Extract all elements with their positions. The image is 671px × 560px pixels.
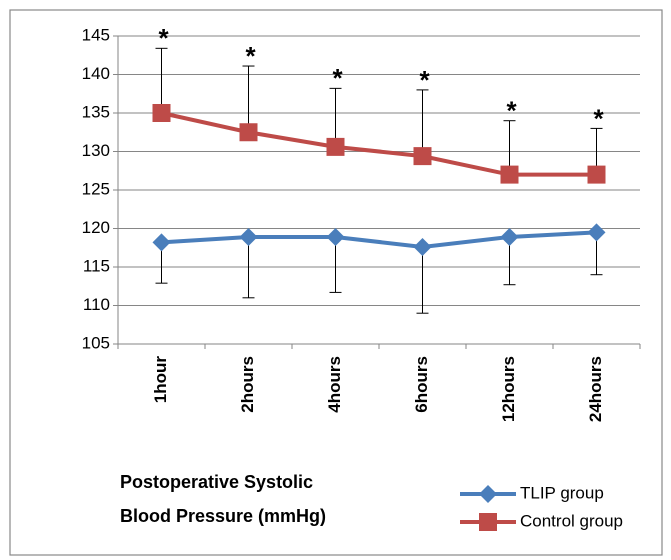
data-point (413, 147, 432, 166)
error-bar (329, 87, 342, 147)
series-line (161, 230, 597, 249)
y-tick-label: 140 (82, 64, 110, 83)
significance-mark: * (593, 103, 604, 133)
data-point (413, 237, 432, 256)
y-tick-label: 110 (83, 295, 110, 314)
significance-mark: * (419, 65, 430, 95)
data-point (500, 165, 519, 184)
y-tick-label: 145 (82, 25, 110, 44)
error-bar (242, 65, 255, 133)
error-bar (416, 246, 429, 314)
data-point (326, 137, 345, 156)
significance-mark: * (245, 41, 256, 71)
chart-title-line: Postoperative Systolic (120, 472, 313, 492)
x-tick-label: 24hours (586, 356, 605, 422)
significance-mark: * (332, 63, 343, 93)
data-point (326, 227, 345, 246)
x-tick-label: 1hour (151, 356, 170, 404)
data-point (152, 233, 171, 252)
error-bar (155, 47, 168, 113)
error-bar (242, 236, 255, 299)
legend-label: TLIP group (520, 483, 604, 502)
data-point (152, 104, 171, 122)
legend-marker (479, 513, 497, 531)
x-tick-label: 2hours (238, 356, 257, 413)
data-point (587, 223, 606, 242)
y-tick-label: 120 (82, 218, 110, 237)
y-tick-label: 135 (82, 102, 110, 121)
error-bar (329, 236, 342, 293)
y-tick-label: 125 (82, 179, 110, 198)
error-bar (416, 89, 429, 157)
data-point (239, 227, 258, 246)
x-tick-label: 4hours (325, 356, 344, 413)
significance-mark: * (158, 23, 169, 53)
y-tick-label: 105 (82, 333, 110, 352)
y-tick-label: 115 (83, 256, 110, 275)
x-tick-label: 6hours (412, 356, 431, 413)
legend-label: Control group (520, 511, 623, 530)
significance-mark: * (506, 96, 517, 126)
y-tick-label: 130 (82, 141, 110, 160)
data-point (500, 227, 519, 246)
data-point (587, 165, 606, 184)
data-point (239, 123, 258, 142)
series-line (161, 111, 597, 177)
x-tick-label: 12hours (499, 356, 518, 422)
legend-marker (479, 485, 497, 503)
chart-title-line: Blood Pressure (mmHg) (120, 506, 326, 526)
